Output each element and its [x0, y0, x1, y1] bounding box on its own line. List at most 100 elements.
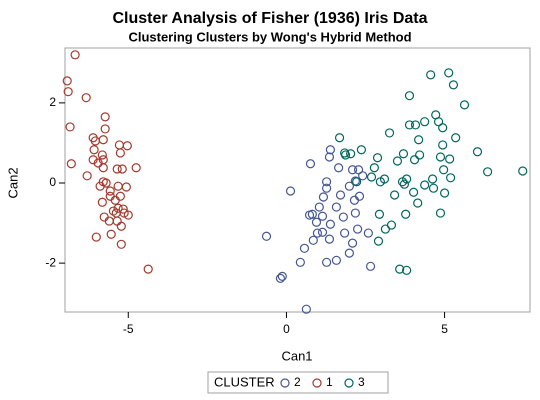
point	[347, 238, 358, 248]
point	[395, 264, 405, 274]
point	[317, 211, 328, 221]
point	[115, 191, 125, 201]
point	[277, 271, 287, 281]
point	[353, 224, 363, 234]
point	[331, 255, 342, 265]
point	[483, 167, 493, 177]
point	[439, 188, 450, 198]
y-tick-label: 2	[49, 95, 56, 109]
legend-frame	[207, 371, 389, 394]
point	[358, 171, 368, 181]
point	[97, 150, 107, 160]
point	[307, 209, 317, 219]
point	[340, 150, 351, 160]
point	[100, 124, 110, 134]
point	[346, 149, 356, 159]
point	[344, 248, 354, 258]
legend-marker	[280, 378, 290, 388]
point	[347, 165, 358, 175]
point	[338, 212, 348, 222]
point	[97, 197, 107, 207]
point	[112, 164, 122, 174]
point	[334, 163, 344, 173]
point	[344, 181, 354, 191]
y-axis-label: Can2	[5, 167, 20, 198]
legend-label: 1	[326, 375, 333, 389]
point	[108, 206, 118, 216]
point	[435, 152, 446, 162]
point	[438, 140, 448, 150]
point	[428, 183, 439, 193]
point	[113, 203, 123, 213]
point	[401, 209, 411, 219]
point	[322, 183, 332, 193]
point	[352, 177, 362, 187]
point	[410, 120, 421, 130]
point	[379, 174, 390, 184]
point	[285, 186, 296, 196]
point	[91, 232, 101, 242]
point	[472, 147, 483, 157]
point	[143, 264, 153, 274]
x-tick-label: 5	[441, 322, 448, 336]
point	[81, 93, 91, 103]
point	[438, 123, 448, 133]
point	[426, 70, 436, 80]
point	[117, 164, 127, 174]
point	[451, 133, 461, 143]
point	[325, 219, 335, 229]
point	[404, 91, 415, 101]
point	[349, 195, 360, 205]
point	[82, 171, 92, 181]
point	[113, 181, 123, 191]
point	[121, 182, 131, 192]
point	[409, 155, 420, 165]
point	[112, 216, 122, 226]
point	[116, 221, 126, 231]
point	[118, 204, 128, 214]
x-tick-label: -5	[123, 322, 134, 336]
point	[413, 198, 423, 208]
point	[322, 177, 332, 187]
point	[435, 208, 446, 218]
point	[373, 236, 384, 246]
point	[372, 153, 383, 163]
point	[88, 155, 98, 165]
point	[334, 133, 345, 143]
point	[131, 163, 141, 173]
point	[459, 100, 470, 110]
point	[314, 202, 324, 212]
point	[356, 145, 366, 155]
legend-label: 3	[358, 375, 365, 389]
point	[99, 212, 109, 222]
point	[331, 202, 342, 212]
plot-frame	[64, 47, 531, 313]
point	[374, 209, 385, 219]
point	[123, 210, 133, 220]
point	[448, 80, 459, 90]
point	[62, 76, 72, 86]
point	[115, 148, 125, 158]
point	[105, 191, 115, 201]
point	[439, 165, 449, 175]
point	[420, 180, 430, 190]
point	[93, 158, 103, 168]
point	[110, 195, 120, 205]
x-axis-label: Can1	[281, 348, 312, 363]
point	[66, 159, 76, 169]
point	[95, 181, 105, 191]
point	[275, 273, 286, 283]
point	[363, 228, 373, 238]
point	[63, 87, 73, 97]
point	[397, 177, 408, 187]
point	[445, 154, 455, 164]
point	[65, 122, 75, 132]
point	[402, 265, 412, 275]
point	[384, 128, 395, 138]
point	[311, 217, 322, 227]
point	[444, 68, 454, 78]
point	[105, 186, 115, 196]
point	[366, 172, 377, 182]
point	[390, 190, 400, 200]
